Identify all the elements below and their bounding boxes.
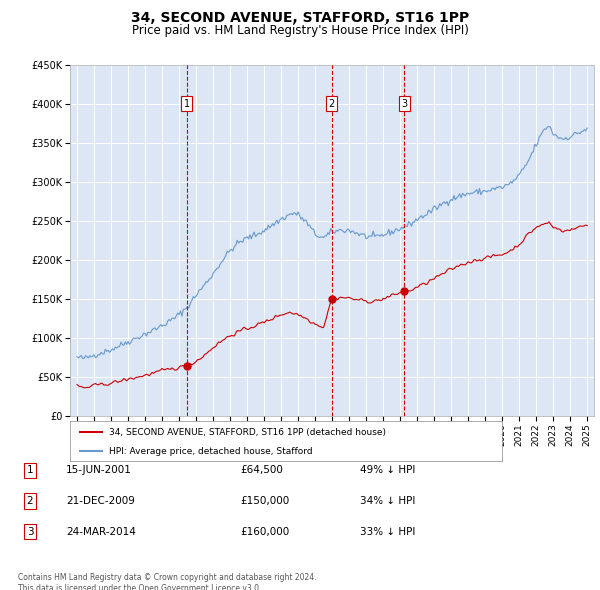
Text: 34, SECOND AVENUE, STAFFORD, ST16 1PP (detached house): 34, SECOND AVENUE, STAFFORD, ST16 1PP (d… — [109, 428, 386, 437]
Text: 49% ↓ HPI: 49% ↓ HPI — [360, 466, 415, 475]
Text: 2: 2 — [328, 99, 335, 109]
Text: 24-MAR-2014: 24-MAR-2014 — [66, 527, 136, 536]
Text: 1: 1 — [184, 99, 190, 109]
Text: 33% ↓ HPI: 33% ↓ HPI — [360, 527, 415, 536]
Text: £160,000: £160,000 — [240, 527, 289, 536]
Text: Contains HM Land Registry data © Crown copyright and database right 2024.
This d: Contains HM Land Registry data © Crown c… — [18, 573, 317, 590]
Text: 2: 2 — [26, 496, 34, 506]
Text: 34% ↓ HPI: 34% ↓ HPI — [360, 496, 415, 506]
Text: £64,500: £64,500 — [240, 466, 283, 475]
Text: 1: 1 — [26, 466, 34, 475]
Text: 15-JUN-2001: 15-JUN-2001 — [66, 466, 132, 475]
Text: 3: 3 — [26, 527, 34, 536]
Text: HPI: Average price, detached house, Stafford: HPI: Average price, detached house, Staf… — [109, 447, 313, 456]
Text: 34, SECOND AVENUE, STAFFORD, ST16 1PP: 34, SECOND AVENUE, STAFFORD, ST16 1PP — [131, 11, 469, 25]
Text: £150,000: £150,000 — [240, 496, 289, 506]
Text: Price paid vs. HM Land Registry's House Price Index (HPI): Price paid vs. HM Land Registry's House … — [131, 24, 469, 37]
Text: 21-DEC-2009: 21-DEC-2009 — [66, 496, 135, 506]
Text: 3: 3 — [401, 99, 407, 109]
